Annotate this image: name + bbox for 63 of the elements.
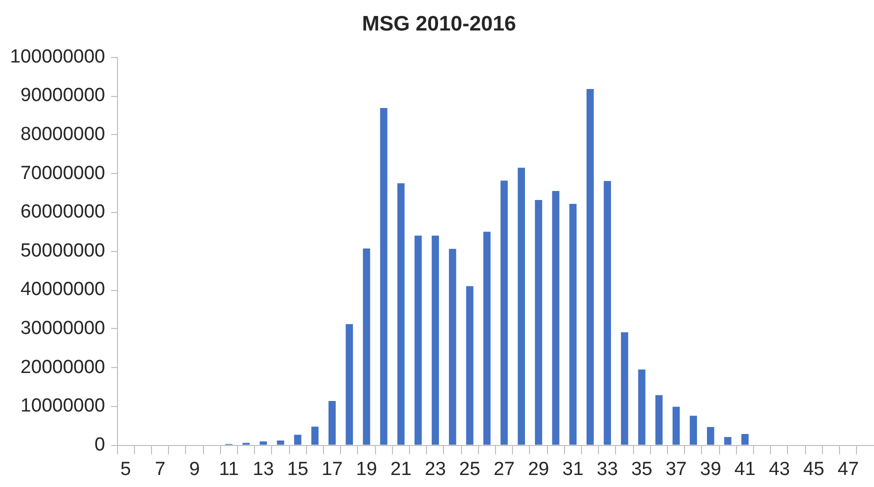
x-tick-label: 29: [528, 458, 550, 480]
bar: [655, 395, 663, 445]
x-tick-label: 33: [596, 458, 618, 480]
x-tick-label: 43: [768, 458, 790, 480]
x-tick-label: 45: [803, 458, 824, 480]
x-tick-label: 25: [459, 458, 480, 480]
x-tick-label: 15: [287, 458, 308, 480]
y-tick-label: 70000000: [20, 162, 106, 184]
x-tick-label: 35: [631, 458, 652, 480]
x-tick-label: 11: [219, 458, 239, 480]
bar: [362, 248, 370, 445]
x-tick-label: 37: [666, 458, 687, 480]
x-tick-label: 39: [700, 458, 722, 480]
bar: [328, 400, 336, 445]
x-tick-label: 19: [356, 458, 378, 480]
y-tick-label: 20000000: [20, 356, 106, 378]
y-tick-label: 10000000: [20, 396, 106, 417]
x-tick-label: 23: [424, 458, 446, 480]
y-tick-label: 90000000: [20, 85, 106, 106]
bar: [346, 324, 353, 445]
bar: [432, 236, 439, 445]
bar: [552, 191, 560, 445]
bar: [724, 437, 732, 445]
x-tick-label: 13: [252, 458, 274, 480]
bar: [690, 416, 697, 445]
bar: [260, 441, 267, 445]
x-tick-label: 7: [154, 458, 166, 480]
bar: [483, 232, 491, 445]
bar: [397, 183, 405, 445]
bar: [604, 180, 611, 445]
y-tick-label: 30000000: [20, 318, 106, 340]
y-tick-label: 100000000: [10, 46, 106, 68]
chart-title: MSG 2010-2016: [362, 12, 516, 36]
bar: [380, 108, 388, 445]
bar: [586, 89, 594, 445]
bar: [311, 426, 319, 445]
y-tick-label: 60000000: [20, 202, 106, 223]
x-tick-label: 47: [838, 458, 859, 480]
y-tick-label: 80000000: [20, 124, 106, 146]
x-tick-label: 27: [494, 458, 515, 480]
y-tick-label: 40000000: [20, 279, 106, 300]
bar: [741, 434, 749, 445]
bar: [448, 248, 456, 445]
bar: [294, 434, 302, 445]
bar: [500, 180, 508, 445]
x-tick-label: 9: [189, 458, 200, 480]
bar: [276, 440, 284, 445]
x-tick-label: 41: [734, 458, 756, 480]
x-tick-label: 5: [120, 458, 131, 480]
x-tick-label: 21: [390, 458, 412, 480]
bar: [672, 406, 680, 445]
bar: [638, 370, 646, 445]
bar: [569, 204, 577, 445]
bar: [466, 286, 474, 445]
bar: [534, 200, 542, 445]
bar: [620, 332, 628, 445]
y-tick-label: 50000000: [20, 240, 106, 262]
bar: [518, 168, 525, 445]
x-tick-label: 17: [322, 458, 343, 480]
bar: [414, 236, 422, 445]
x-tick-label: 31: [562, 458, 584, 480]
bar: [706, 426, 714, 445]
y-tick-label: 0: [94, 434, 106, 456]
